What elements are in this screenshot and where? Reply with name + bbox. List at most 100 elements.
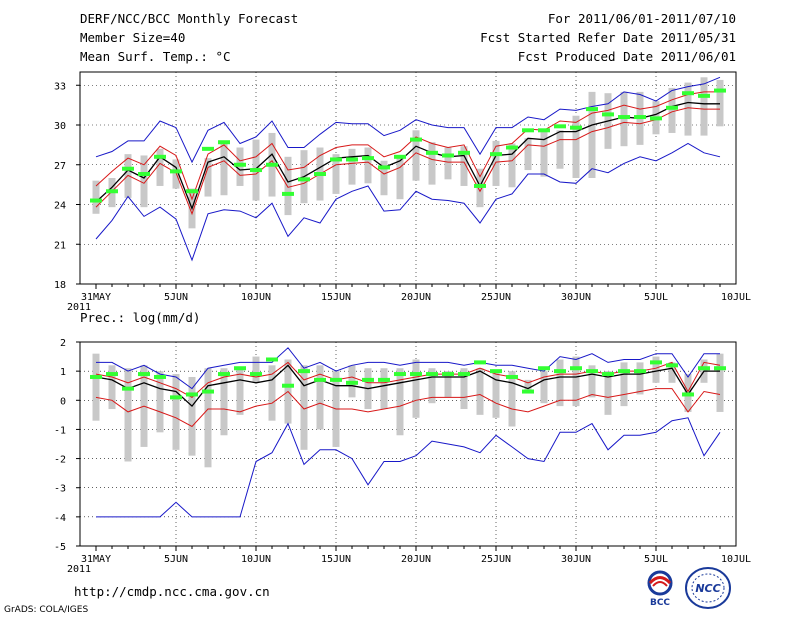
grads-credit: GrADS: COLA/IGES bbox=[4, 605, 89, 615]
temp-xtick-label: 10JUL bbox=[721, 292, 751, 303]
prec-median-marker bbox=[506, 374, 518, 379]
prec-xtick-label: 25JUN bbox=[481, 554, 511, 565]
prec-median-marker bbox=[714, 366, 726, 371]
prec-spread-box bbox=[476, 368, 484, 415]
prec-xtick-label: 10JUL bbox=[721, 554, 751, 565]
prec-spread-box bbox=[396, 368, 404, 436]
prec-median-marker bbox=[522, 389, 534, 394]
temp-ytick-label: 18 bbox=[54, 280, 66, 291]
temp-lower-spread-line bbox=[95, 107, 720, 216]
temp-median-marker bbox=[154, 154, 166, 159]
temp-spread-box bbox=[348, 148, 356, 185]
temp-spread-box bbox=[156, 148, 164, 186]
temp-spread-box bbox=[412, 130, 420, 181]
temp-xtick-label: 10JUN bbox=[241, 292, 271, 303]
prec-spread-box bbox=[636, 362, 644, 395]
temp-xtick-year: 2011 bbox=[67, 302, 91, 313]
temp-median-marker bbox=[90, 198, 102, 203]
temp-spread-box bbox=[588, 91, 596, 178]
prec-xtick-label: 30JUN bbox=[561, 554, 591, 565]
prec-spread-box bbox=[492, 371, 500, 418]
prec-median-marker bbox=[234, 366, 246, 371]
temp-median-marker bbox=[298, 177, 310, 182]
prec-median-marker bbox=[682, 392, 694, 397]
prec-median-marker bbox=[394, 372, 406, 377]
prec-lower-spread-line bbox=[95, 388, 721, 428]
temp-median-marker bbox=[570, 125, 582, 130]
temp-xtick-label: 30JUN bbox=[561, 292, 591, 303]
prec-spread-box bbox=[444, 371, 452, 398]
prec-spread-box bbox=[108, 365, 116, 410]
temp-median-marker bbox=[234, 162, 246, 167]
prec-median-marker bbox=[490, 369, 502, 374]
prec-median-marker bbox=[154, 374, 166, 379]
prec-spread-box bbox=[556, 359, 564, 407]
prec-upper-spread-line bbox=[95, 361, 721, 399]
bcc-logo: BCC bbox=[647, 570, 673, 608]
temp-spread-box bbox=[684, 82, 692, 136]
temp-median-marker bbox=[666, 105, 678, 110]
temp-ytick-label: 21 bbox=[54, 240, 66, 251]
prec-xtick-label: 31MAY bbox=[81, 554, 111, 565]
temp-median-marker bbox=[250, 168, 262, 173]
produced-date: Fcst Produced Date 2011/06/01 bbox=[517, 49, 736, 64]
temp-median-marker bbox=[282, 191, 294, 196]
temp-spread-box bbox=[668, 87, 676, 133]
prec-spread-box bbox=[92, 353, 100, 421]
prec-median-marker bbox=[122, 386, 134, 391]
prec-spread-box bbox=[220, 368, 228, 436]
prec-median-marker bbox=[458, 372, 470, 377]
temp-median-marker bbox=[474, 183, 486, 188]
prec-median-marker bbox=[330, 377, 342, 382]
prec-median-marker bbox=[346, 380, 358, 385]
temp-ytick-label: 33 bbox=[54, 81, 66, 92]
footer-url[interactable]: http://cmdp.ncc.cma.gov.cn bbox=[74, 584, 270, 599]
temp-spread-box bbox=[460, 146, 468, 186]
temp-median-marker bbox=[170, 169, 182, 174]
prec-median-marker bbox=[298, 369, 310, 374]
prec-xtick-label: 10JUN bbox=[241, 554, 271, 565]
temp-median-marker bbox=[202, 146, 214, 151]
temp-median-marker bbox=[186, 189, 198, 194]
prec-spread-box bbox=[172, 374, 180, 450]
temp-ensemble-max-line bbox=[95, 76, 721, 164]
temp-spread-box bbox=[540, 130, 548, 177]
prec-spread-box bbox=[380, 368, 388, 410]
prec-median-marker bbox=[538, 366, 550, 371]
temp-median-marker bbox=[394, 154, 406, 159]
temp-ytick-label: 30 bbox=[54, 121, 66, 132]
prec-spread-box bbox=[668, 362, 676, 383]
prec-spread-box bbox=[252, 356, 260, 383]
temp-xtick-label: 5JUL bbox=[644, 292, 668, 303]
prec-ytick-label: 1 bbox=[60, 367, 66, 378]
prec-spread-box bbox=[716, 353, 724, 412]
temp-median-marker bbox=[682, 91, 694, 96]
prec-median-marker bbox=[266, 357, 278, 362]
prec-median-marker bbox=[282, 383, 294, 388]
prec-spread-box bbox=[124, 368, 132, 462]
chart-title: DERF/NCC/BCC Monthly Forecast bbox=[80, 11, 299, 26]
temp-median-marker bbox=[138, 172, 150, 177]
prec-median-marker bbox=[314, 377, 326, 382]
temp-median-marker bbox=[618, 115, 630, 120]
temp-median-marker bbox=[538, 128, 550, 133]
prec-median-marker bbox=[362, 377, 374, 382]
temp-spread-box bbox=[492, 140, 500, 186]
prec-spread-box bbox=[540, 371, 548, 404]
temp-spread-box bbox=[572, 115, 580, 178]
temp-ensemble-min-line bbox=[95, 142, 721, 262]
temp-median-marker bbox=[106, 189, 118, 194]
prec-spread-box bbox=[652, 356, 660, 383]
temp-ytick-label: 24 bbox=[54, 201, 66, 212]
temp-spread-box bbox=[428, 142, 436, 185]
temp-spread-box bbox=[380, 160, 388, 196]
temp-spread-box bbox=[396, 158, 404, 200]
temp-xtick-label: 20JUN bbox=[401, 292, 431, 303]
temp-spread-box bbox=[332, 154, 340, 194]
prec-median-marker bbox=[474, 360, 486, 365]
prec-median-marker bbox=[618, 369, 630, 374]
prec-median-marker bbox=[186, 392, 198, 397]
prec-spread-box bbox=[412, 359, 420, 418]
prec-ytick-label: -1 bbox=[54, 425, 66, 436]
prec-spread-box bbox=[236, 368, 244, 415]
